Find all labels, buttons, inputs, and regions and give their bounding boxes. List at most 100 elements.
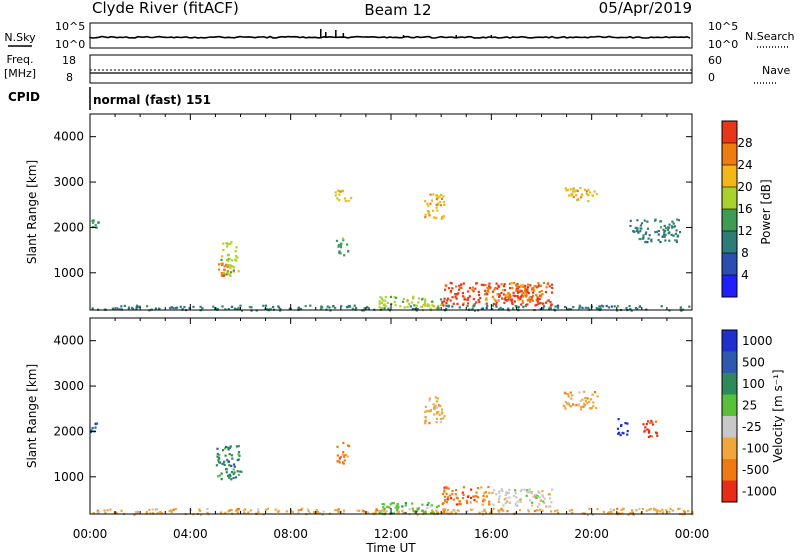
velocity-cell: [515, 496, 518, 499]
power-cell: [518, 290, 521, 293]
power-cell: [427, 304, 430, 307]
power-cell: [123, 304, 126, 307]
velocity-cell: [602, 510, 605, 513]
power-cell: [498, 293, 501, 296]
power-cell: [416, 308, 419, 311]
power-cell: [508, 282, 511, 285]
velocity-cell: [503, 498, 506, 501]
velocity-cell: [571, 403, 575, 406]
power-cell: [512, 294, 515, 297]
power-cell: [229, 266, 232, 269]
power-cell: [135, 306, 138, 309]
velocity-cell: [429, 505, 432, 508]
velocity-cell: [148, 508, 151, 512]
power-cell: [675, 229, 678, 232]
power-cell: [477, 293, 481, 297]
power-cell: [378, 302, 381, 305]
velocity-cell: [665, 509, 668, 512]
power-cell: [518, 285, 521, 288]
velocity-cell: [266, 507, 269, 510]
power-cell: [504, 296, 507, 299]
power-cell: [229, 264, 232, 267]
velocity-cell: [651, 423, 655, 426]
velocity-cell: [145, 511, 148, 514]
velocity-cell: [638, 507, 641, 510]
velocity-cell: [313, 511, 316, 514]
power-cell: [533, 285, 536, 288]
power-cell: [486, 304, 489, 307]
velocity-cell: [426, 506, 429, 510]
velocity-cell: [592, 401, 595, 404]
power-cell: [523, 293, 526, 296]
power-cell: [498, 294, 501, 297]
velocity-cell: [96, 509, 99, 512]
power-cell: [517, 298, 520, 302]
power-cell: [528, 297, 532, 300]
power-cell: [507, 298, 510, 301]
velocity-cell: [455, 503, 458, 506]
velocity-cell: [435, 509, 438, 512]
velocity-cell: [678, 507, 681, 510]
power-cell: [539, 308, 542, 311]
velocity-cell: [362, 510, 365, 513]
power-cell: [326, 305, 329, 308]
power-cell: [607, 306, 610, 309]
velocity-cell: [516, 504, 519, 507]
velocity-cell: [502, 504, 505, 507]
velocity-colorbar-tick-label: -25: [742, 420, 762, 434]
power-cell: [227, 273, 230, 276]
velocity-cell: [90, 429, 93, 432]
velocity-cell: [551, 488, 554, 491]
power-cell: [226, 245, 229, 248]
velocity-cell: [442, 510, 446, 514]
power-cell: [663, 229, 667, 232]
power-cell: [638, 237, 641, 241]
power-cell: [576, 189, 579, 193]
velocity-ytick-label: 3000: [53, 379, 84, 393]
velocity-cell: [458, 500, 461, 503]
velocity-cell: [650, 435, 653, 438]
velocity-cell: [661, 511, 665, 514]
power-cell: [221, 305, 224, 308]
velocity-cell: [455, 489, 458, 492]
power-cell: [499, 306, 502, 309]
velocity-cell: [341, 453, 344, 456]
velocity-cell: [322, 510, 325, 513]
velocity-cell: [568, 403, 571, 406]
velocity-cell: [172, 508, 175, 511]
velocity-cell: [677, 507, 680, 511]
power-cell: [537, 297, 540, 300]
power-cell: [636, 308, 639, 311]
power-cell: [540, 290, 543, 293]
velocity-cell: [548, 493, 551, 496]
time-tick-label: 16:00: [474, 527, 509, 541]
power-cell: [459, 286, 462, 289]
velocity-cell: [342, 451, 345, 454]
velocity-cell: [506, 500, 509, 503]
velocity-cell: [384, 511, 387, 514]
velocity-cell: [631, 509, 634, 512]
velocity-cell: [348, 445, 351, 448]
power-cell: [572, 188, 575, 191]
velocity-cell: [580, 408, 583, 411]
power-cell: [639, 230, 642, 233]
power-cell: [339, 246, 343, 249]
nave-tick-top: 60: [708, 54, 722, 67]
velocity-cell: [537, 490, 540, 493]
velocity-cell: [228, 476, 231, 479]
power-cell: [517, 305, 520, 309]
power-cell: [146, 305, 149, 308]
velocity-cell: [526, 489, 529, 492]
power-cell: [605, 304, 608, 308]
power-cell: [516, 284, 519, 287]
power-cell: [485, 292, 488, 295]
velocity-cell: [217, 456, 220, 459]
velocity-cell: [232, 463, 236, 466]
power-cell: [227, 308, 230, 311]
power-cell: [334, 194, 337, 197]
power-cell: [511, 286, 514, 290]
velocity-cell: [501, 489, 504, 492]
power-cell: [664, 233, 667, 236]
velocity-cell: [500, 488, 503, 491]
velocity-cell: [397, 511, 400, 514]
